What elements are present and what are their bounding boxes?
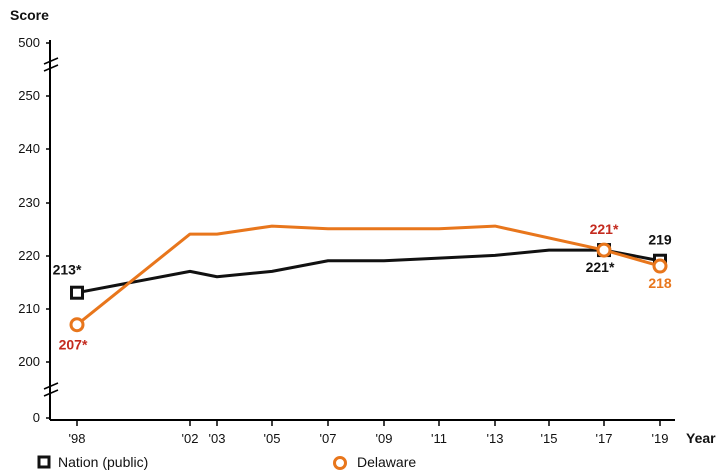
y-tick-label: 500 (18, 35, 40, 50)
legend-square-marker (37, 455, 51, 469)
point-labels: 213* 221* 219 207* 221* 218 (53, 221, 672, 353)
series-lines (76, 224, 661, 326)
y-tick-label: 250 (18, 88, 40, 103)
x-tick-label: '03 (209, 431, 226, 446)
legend-item-nation: Nation (public) (37, 454, 148, 470)
y-axis-break-bottom (43, 382, 59, 397)
data-label: 221* (590, 221, 619, 237)
y-axis-title: Score (10, 7, 49, 23)
legend-item-delaware: Delaware (333, 454, 416, 470)
data-point-delaware (596, 242, 612, 258)
legend: Nation (public) Delaware (37, 454, 416, 470)
x-tick-label: '07 (320, 431, 337, 446)
markers (69, 242, 668, 333)
x-ticks: '98 '02 '03 '05 '07 '09 '11 '13 '15 '17 '19 (69, 420, 669, 446)
series-line-delaware (76, 224, 661, 326)
x-tick-label: '05 (264, 431, 281, 446)
y-tick-label: 210 (18, 301, 40, 316)
data-label: 219 (648, 232, 672, 248)
x-tick-label: '15 (541, 431, 558, 446)
y-tick-label: 220 (18, 248, 40, 263)
y-tick-label: 0 (33, 410, 40, 425)
x-axis-title: Year (686, 430, 716, 446)
x-tick-label: '17 (596, 431, 613, 446)
series-line-nation (76, 248, 661, 295)
x-tick-label: '02 (182, 431, 199, 446)
x-tick-label: '19 (652, 431, 669, 446)
legend-label-nation: Nation (public) (58, 454, 148, 470)
y-tick-label: 200 (18, 354, 40, 369)
legend-circle-marker (333, 456, 347, 470)
data-label: 213* (53, 262, 82, 278)
y-tick-label: 230 (18, 195, 40, 210)
y-axis-break-top (43, 57, 59, 72)
data-label: 218 (648, 275, 672, 291)
x-tick-label: '11 (431, 431, 447, 446)
x-tick-label: '09 (376, 431, 393, 446)
y-tick-label: 240 (18, 141, 40, 156)
data-label: 207* (59, 337, 88, 353)
x-tick-label: '13 (487, 431, 504, 446)
y-ticks: 0 200 210 220 230 240 250 500 (18, 35, 50, 425)
x-tick-label: '98 (69, 431, 86, 446)
data-point-delaware (652, 258, 668, 274)
legend-label-delaware: Delaware (357, 454, 416, 470)
data-point-nation (70, 285, 84, 300)
data-point-delaware (69, 317, 85, 333)
data-label: 221* (586, 259, 615, 275)
